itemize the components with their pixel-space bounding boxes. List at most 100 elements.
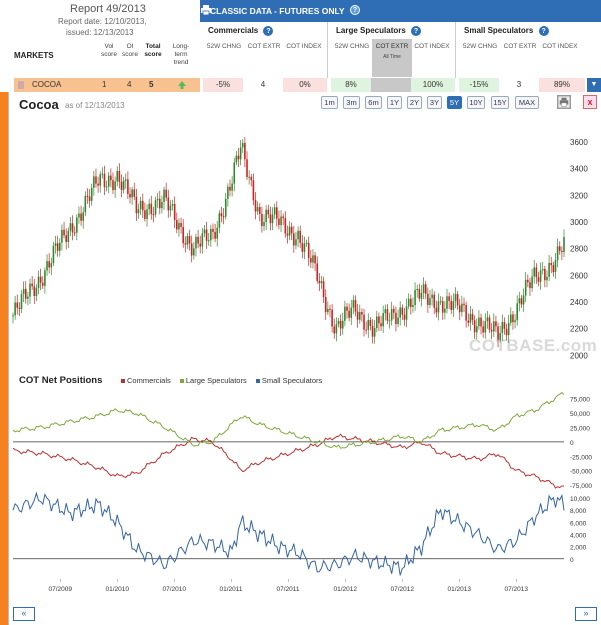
candle-body [510,314,512,323]
candle-body [103,173,106,187]
candle-body [499,333,501,340]
candle-body [395,312,397,325]
candle-body [475,326,478,333]
candle-body [116,170,119,182]
candle-body [384,309,387,314]
large-speculators-line [12,391,565,449]
candle-body [237,155,240,160]
period-10y[interactable]: 10Y [467,96,485,109]
candle-body [382,313,384,327]
period-1m[interactable]: 1m [321,96,338,109]
sub-cot-extr[interactable]: COT EXTR [247,43,281,50]
candle-body [80,213,82,221]
sub-cot-extr-active[interactable]: COT EXTR All Time [372,39,412,77]
candle-body [146,209,148,219]
cot-tick-label: -25,000 [570,454,592,461]
period-max[interactable]: MAX [515,96,539,109]
price-tick-label: 3400 [570,165,588,174]
candle-body [320,281,323,284]
x-tick-label: 07/2010 [163,586,187,593]
candle-body [258,207,261,214]
candle-body [539,270,542,282]
market-summary: COCOA 1 4 5 [14,78,200,92]
col-long-term-trend[interactable]: Long-term trend [172,43,190,66]
candle-body [518,298,521,304]
candle-body [246,159,248,178]
candle-body [358,312,361,320]
candle-body [129,193,131,198]
candle-body [227,186,229,199]
candle-body [541,268,544,271]
candle-body [563,236,565,253]
candle-body [424,284,427,294]
candle-body [416,288,419,290]
sub-52w-chng[interactable]: 52W CHNG [334,43,370,50]
price-tick-label: 2600 [570,271,588,280]
nav-back-button[interactable]: « [13,607,35,621]
sub-label: COT EXTR [375,43,409,50]
nav-forward-button[interactable]: » [575,607,597,621]
candle-body [248,176,250,178]
sub-cot-index[interactable]: COT INDEX [286,43,322,50]
candle-body [210,228,212,241]
market-name[interactable]: COCOA [32,80,62,89]
period-5y[interactable]: 5Y [447,96,462,109]
candle-body [269,214,272,224]
candle-body [84,195,87,213]
cot-title: COT Net Positions [19,375,103,386]
period-3m[interactable]: 3m [343,96,360,109]
small-tick-label: 8,000 [570,508,587,515]
small-52w-chng: -15% [459,78,499,92]
candle-body [497,326,499,340]
help-icon[interactable]: ? [263,26,274,36]
candle-body [290,226,293,234]
help-icon[interactable]: ? [350,5,360,15]
candle-body [278,218,280,226]
period-3y[interactable]: 3Y [427,96,442,109]
candle-body [427,293,429,305]
period-6m[interactable]: 6m [365,96,382,109]
candle-body [180,222,182,227]
period-1y[interactable]: 1Y [387,96,402,109]
candle-body [169,205,172,211]
market-row-cocoa[interactable]: COCOA 1 4 5 -5% 4 0% 8% 100% -15% 3 89% … [14,78,601,92]
total-score: 5 [149,80,154,89]
candle-body [482,326,484,333]
cotbase-watermark: COTBASE.com [469,336,598,355]
candle-body [54,243,57,247]
sub-52w-chng[interactable]: 52W CHNG [206,43,242,50]
candle-body [273,207,276,215]
print-icon[interactable] [557,95,571,109]
help-icon[interactable]: ? [538,26,549,36]
candle-body [467,320,470,323]
period-15y[interactable]: 15Y [491,96,509,109]
candle-body [182,226,184,244]
expand-icon[interactable]: ▼ [587,78,601,92]
market-flag-icon [18,81,24,89]
sub-52w-chng[interactable]: 52W CHNG [462,43,498,50]
candle-body [339,320,342,329]
candle-body [403,314,406,320]
candle-body [322,281,325,298]
sub-cot-index[interactable]: COT INDEX [542,43,578,50]
col-oi-score[interactable]: OI score [122,43,138,58]
candle-body [318,280,321,284]
candle-body [224,198,227,217]
candle-body [314,255,316,264]
help-icon[interactable]: ? [411,26,422,36]
candle-body [312,255,314,263]
small-speculators-line [12,491,565,576]
candle-body [24,288,27,299]
large-cot-extr [371,78,411,92]
comm-52w-chng: -5% [203,78,243,92]
sub-cot-extr[interactable]: COT EXTR [503,43,537,50]
up-arrow-icon [178,81,186,89]
period-2y[interactable]: 2Y [407,96,422,109]
print-icon[interactable] [200,4,212,16]
col-total-score[interactable]: Total score [144,43,162,58]
sub-cot-index[interactable]: COT INDEX [414,43,450,50]
col-vol-score[interactable]: Vol score [101,43,117,58]
close-icon[interactable]: x [583,95,597,109]
small-tick-label: 4,000 [570,533,587,540]
candle-body [61,229,63,243]
